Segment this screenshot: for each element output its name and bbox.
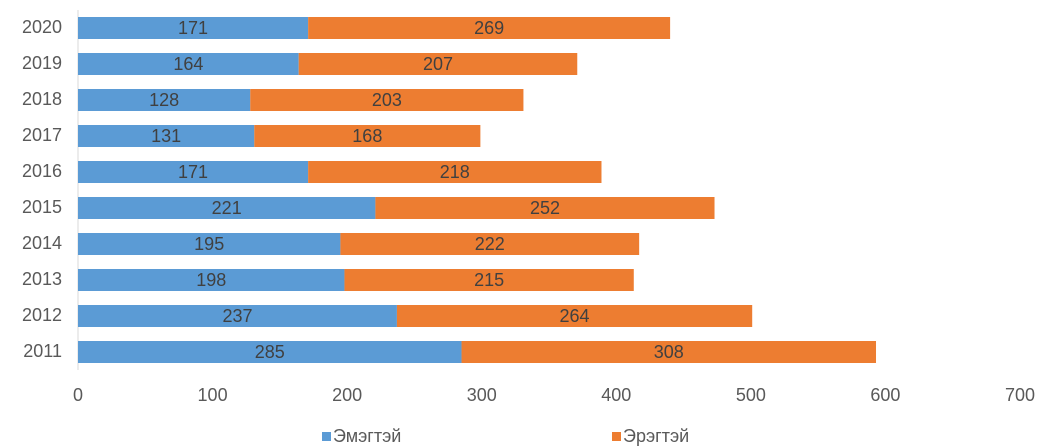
y-tick-label: 2018 [22,89,62,109]
value-label: 131 [151,126,181,146]
bar-segment [308,161,602,183]
x-tick-label: 0 [73,385,83,405]
bar-segment [308,17,671,39]
bar-segment [78,341,462,363]
value-label: 218 [440,162,470,182]
bar-segment [375,197,715,219]
bar-segment [78,89,251,111]
value-label: 198 [196,270,226,290]
bar-segment [78,269,345,291]
bar-segment [298,53,578,75]
bar-segment [78,305,397,327]
y-tick-label: 2014 [22,233,62,253]
value-label: 164 [173,54,203,74]
value-label: 237 [222,306,252,326]
x-tick-label: 200 [332,385,362,405]
value-label: 128 [149,90,179,110]
bar-segment [78,125,255,147]
value-label: 252 [530,198,560,218]
value-label: 221 [212,198,242,218]
bar-segment [396,305,753,327]
legend-label: Эмэгтэй [333,426,401,446]
value-label: 308 [654,342,684,362]
bar-segment [78,161,309,183]
legend-swatch [612,432,621,441]
x-tick-label: 100 [198,385,228,405]
y-tick-label: 2011 [23,341,62,361]
value-label: 171 [178,162,208,182]
value-label: 264 [560,306,590,326]
x-tick-label: 400 [601,385,631,405]
value-label: 269 [474,18,504,38]
value-label: 171 [178,18,208,38]
y-tick-label: 2012 [22,305,62,325]
value-label: 215 [474,270,504,290]
legend-label: Эрэгтэй [623,426,689,446]
bar-segment [461,341,877,363]
bar-segment [344,269,634,291]
y-tick-label: 2019 [22,53,62,73]
bar-segment [340,233,640,255]
x-tick-label: 600 [870,385,900,405]
y-tick-label: 2017 [22,125,62,145]
bar-segment [254,125,481,147]
value-label: 222 [475,234,505,254]
value-label: 195 [194,234,224,254]
bar-segment [78,17,309,39]
bar-segment [78,233,341,255]
bar-segment [78,53,299,75]
value-label: 203 [372,90,402,110]
bar-segment [250,89,524,111]
value-label: 207 [423,54,453,74]
y-tick-label: 2013 [22,269,62,289]
x-tick-label: 700 [1005,385,1035,405]
value-label: 168 [352,126,382,146]
x-tick-label: 300 [467,385,497,405]
y-tick-label: 2020 [22,17,62,37]
value-label: 285 [255,342,285,362]
x-tick-label: 500 [736,385,766,405]
legend-swatch [322,432,331,441]
bar-segment [78,197,376,219]
y-tick-label: 2015 [22,197,62,217]
y-tick-label: 2016 [22,161,62,181]
